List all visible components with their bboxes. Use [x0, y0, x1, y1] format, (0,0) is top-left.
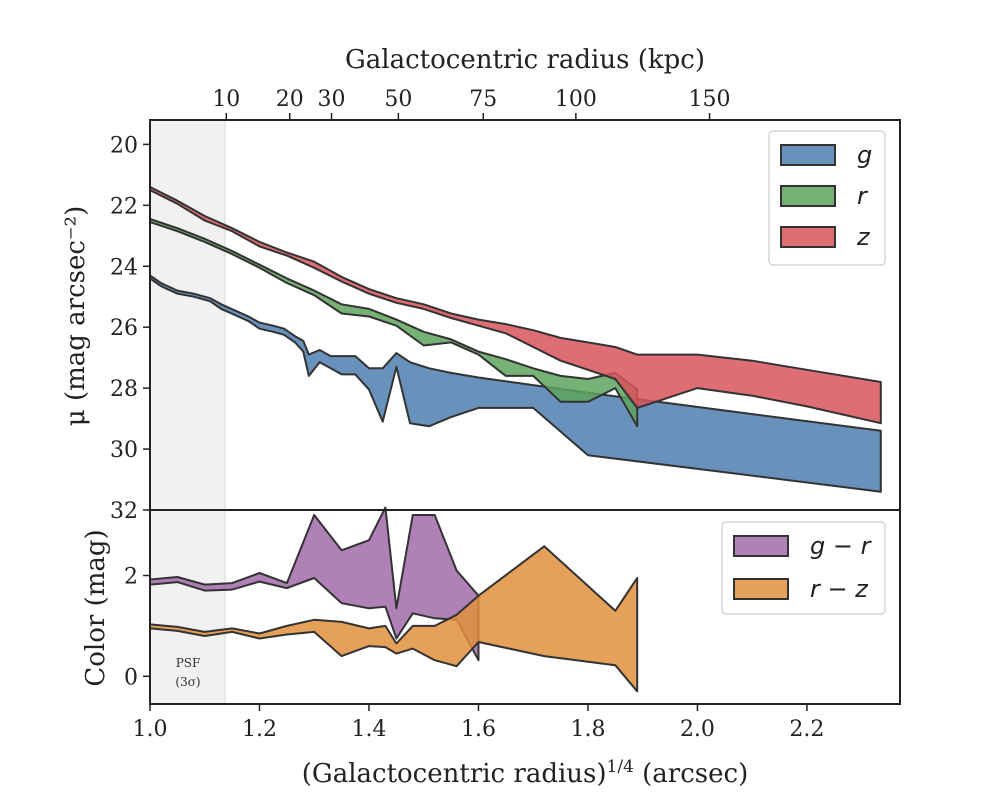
top-xtick-label: 75 [469, 87, 497, 112]
top-legend-label: r [857, 182, 869, 210]
top-series-band [149, 274, 882, 493]
bottom-xtick-label: 1.8 [570, 717, 605, 742]
bottom-xtick-label: 1.2 [242, 717, 277, 742]
bottom-xtick-label: 1.4 [351, 717, 386, 742]
top-xtick-label: 100 [555, 87, 597, 112]
top-ytick-label: 22 [110, 194, 138, 219]
top-xtick-label: 20 [276, 87, 304, 112]
bottom-legend-label: r − z [810, 575, 869, 603]
top-ytick-label: 28 [110, 377, 138, 402]
bottom-xtick-label: 1.6 [461, 717, 496, 742]
top-series-band [149, 186, 882, 425]
bottom-xtick-label: 2.2 [789, 717, 824, 742]
bottom-ytick-label: 2 [124, 565, 138, 590]
bottom-xtick-label: 2.0 [680, 717, 715, 742]
bottom-axes-frame [149, 509, 901, 705]
top-x-axis-label: Galactocentric radius (kpc) [345, 45, 705, 75]
color-panel: 0 2 1.0 1.2 1.4 1.6 1.8 2.0 2.2 PSF (3σ) g − r r − z [124, 506, 901, 742]
surface-brightness-panel: 20 22 24 26 28 30 32 10 20 30 50 75 100 150 grz [110, 87, 901, 524]
top-ytick-label: 26 [110, 316, 138, 341]
top-psf-region [150, 120, 225, 510]
top-legend-swatch [780, 185, 836, 207]
bottom-x-axis-label: (Galactocentric radius)1/4 (arcsec) [302, 757, 748, 789]
top-series-band [149, 218, 639, 428]
top-legend-swatch [780, 144, 836, 166]
bottom-legend-swatch [733, 535, 789, 557]
bottom-legend-swatch [733, 578, 789, 600]
top-ytick-label: 32 [110, 499, 138, 524]
top-xtick-label: 50 [384, 87, 412, 112]
top-xtick-label: 10 [212, 87, 240, 112]
bottom-series-band [149, 545, 639, 693]
top-ytick-label: 20 [110, 133, 138, 158]
top-y-axis-label: μ (mag arcsec⁻²) [61, 206, 91, 426]
bottom-y-axis-label: Color (mag) [81, 529, 111, 686]
top-legend-label: z [856, 223, 871, 251]
bottom-psf-region [150, 510, 225, 704]
bottom-xtick-label: 1.0 [133, 717, 168, 742]
top-legend-swatch [780, 226, 836, 248]
bottom-series-band [149, 506, 480, 662]
psf-annotation-sigma: (3σ) [175, 675, 200, 689]
top-ytick-label: 30 [110, 438, 138, 463]
bottom-ytick-label: 0 [124, 665, 138, 690]
top-xtick-label: 150 [689, 87, 731, 112]
bottom-legend-label: g − r [810, 532, 873, 560]
top-ytick-label: 24 [110, 255, 138, 280]
top-xtick-label: 30 [318, 87, 346, 112]
top-legend-label: g [857, 141, 872, 169]
psf-annotation-label: PSF [176, 656, 201, 670]
